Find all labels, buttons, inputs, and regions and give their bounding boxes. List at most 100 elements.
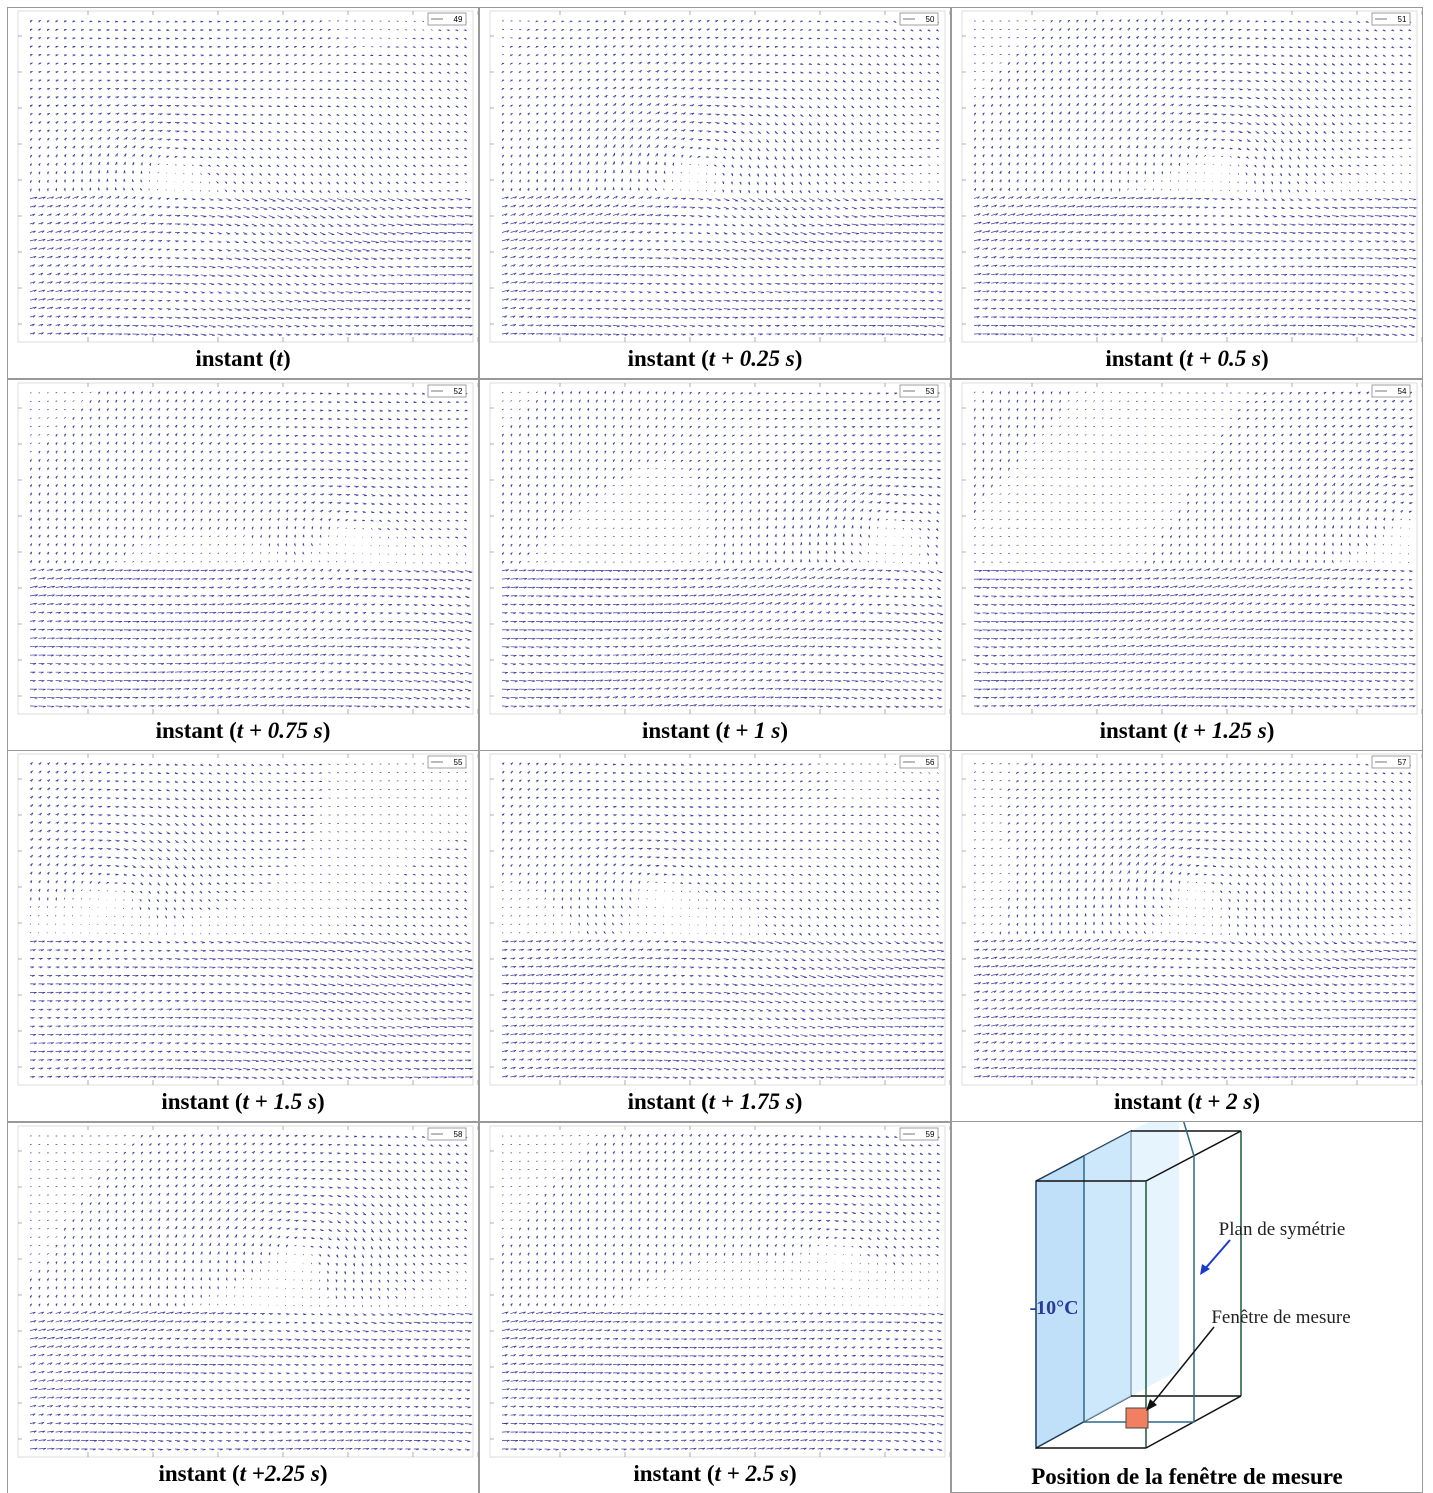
frame-number: 56	[926, 758, 935, 767]
axis-ticks	[18, 382, 479, 714]
plot-frame	[961, 382, 1418, 714]
legend-box	[427, 755, 467, 769]
caption: instant (t + 0.5 s)	[952, 346, 1422, 372]
plane-label: Plan de symétrie	[1219, 1219, 1346, 1240]
caption-suffix: )	[1252, 1089, 1261, 1114]
vector-plot: 57	[961, 753, 1423, 1086]
plot-frame	[489, 10, 946, 343]
caption-prefix: instant (	[641, 717, 724, 743]
caption: instant (t +2.25 s)	[8, 1461, 478, 1487]
panel: 50 instant (t + 0.25 s)	[479, 7, 951, 379]
legend-box	[1371, 384, 1411, 397]
plot-frame	[17, 10, 474, 343]
vector-plot: 52	[17, 382, 479, 714]
vector-field	[29, 19, 474, 337]
axis-ticks	[490, 1125, 951, 1457]
frame-number: 57	[1398, 758, 1407, 767]
plot-frame	[489, 382, 946, 714]
plot-frame	[489, 1125, 946, 1457]
caption-expr: t + 2.5 s	[714, 1460, 789, 1486]
caption-suffix: )	[316, 1089, 325, 1114]
legend-box	[899, 755, 939, 769]
panel: 56 instant (t + 1.75 s)	[479, 750, 951, 1122]
axis-ticks	[18, 11, 479, 342]
vector-plot: 54	[961, 382, 1423, 714]
vector-field	[29, 762, 473, 1080]
vector-plot: 59	[489, 1125, 951, 1457]
axis-ticks	[490, 754, 951, 1085]
temperature-label: -10°C	[1029, 1297, 1078, 1319]
caption-expr: t + 0.75 s	[236, 717, 323, 743]
diagram-caption: Position de la fenêtre de mesure	[1031, 1464, 1343, 1489]
caption-suffix: )	[322, 717, 331, 743]
caption-expr: t + 1.75 s	[708, 1089, 795, 1114]
vector-field	[501, 1133, 945, 1451]
vector-field	[29, 390, 473, 708]
caption-expr: t + 2 s	[1195, 1089, 1253, 1114]
caption-expr: t + 0.5 s	[1186, 346, 1261, 371]
caption-expr: t	[276, 346, 283, 371]
frame-number: 52	[454, 387, 463, 396]
legend-box	[1371, 12, 1411, 26]
legend-box	[899, 12, 939, 26]
axis-ticks	[962, 11, 1423, 342]
caption: instant (t + 1.5 s)	[8, 1089, 478, 1115]
caption-suffix: )	[1266, 717, 1275, 743]
caption: instant (t + 1 s)	[480, 718, 950, 744]
vector-field	[973, 19, 1417, 337]
caption-expr: t + 1 s	[723, 717, 781, 743]
axis-ticks	[490, 11, 951, 342]
vector-plot: 51	[961, 10, 1423, 343]
caption: instant (t + 0.25 s)	[480, 346, 950, 372]
vector-plot: 58	[17, 1125, 479, 1457]
caption: instant (t + 2.5 s)	[480, 1461, 950, 1487]
legend-box	[427, 12, 467, 26]
axis-ticks	[490, 382, 951, 714]
frame-number: 50	[926, 15, 935, 24]
frame-number: 55	[454, 758, 463, 767]
vector-plot: 55	[17, 753, 479, 1086]
caption-prefix: instant (	[1113, 1089, 1196, 1114]
caption-expr: t + 0.25 s	[708, 346, 795, 371]
panel: 53 instant (t + 1 s)	[479, 378, 951, 751]
caption-prefix: instant (	[161, 1089, 243, 1114]
vector-field	[501, 390, 944, 708]
frame-number: 58	[454, 1130, 463, 1139]
vector-plot: 50	[489, 10, 951, 343]
legend-box	[427, 1127, 467, 1140]
plot-frame	[961, 753, 1418, 1086]
axis-ticks	[962, 754, 1423, 1085]
caption-suffix: )	[1260, 346, 1269, 371]
caption: instant (t)	[8, 346, 478, 372]
legend-box	[1371, 755, 1411, 769]
caption: instant (t + 0.75 s)	[8, 718, 478, 744]
caption-expr: t +2.25 s	[239, 1460, 320, 1486]
plot-frame	[17, 382, 474, 714]
caption-prefix: instant (	[627, 346, 709, 371]
caption: instant (t + 2 s)	[952, 1089, 1422, 1115]
vector-field	[973, 390, 1416, 708]
diagram-cell: -10°C Plan de symétrie Fenêtre de mesure…	[951, 1121, 1423, 1493]
caption-suffix: )	[794, 346, 803, 371]
panel: 54 instant (t + 1.25 s)	[951, 378, 1423, 751]
caption-suffix: )	[319, 1460, 328, 1486]
vector-field	[501, 762, 945, 1079]
panel: 52 instant (t + 0.75 s)	[7, 378, 479, 751]
window-label: Fenêtre de mesure	[1211, 1307, 1350, 1328]
caption: instant (t + 1.25 s)	[952, 718, 1422, 744]
caption-prefix: instant (	[195, 346, 277, 371]
frame-number: 53	[926, 387, 935, 396]
plot-frame	[17, 1125, 474, 1457]
caption-prefix: instant (	[627, 1089, 709, 1114]
plot-frame	[961, 10, 1418, 343]
caption-prefix: instant (	[158, 1460, 240, 1486]
vector-field	[29, 1133, 473, 1451]
legend-box	[899, 384, 939, 397]
panel: 55 instant (t + 1.5 s)	[7, 750, 479, 1122]
axis-ticks	[18, 1125, 479, 1457]
frame-number: 51	[1398, 15, 1407, 24]
vector-field	[501, 19, 945, 336]
legend-box	[427, 384, 467, 397]
panel: 51 instant (t + 0.5 s)	[951, 7, 1423, 379]
